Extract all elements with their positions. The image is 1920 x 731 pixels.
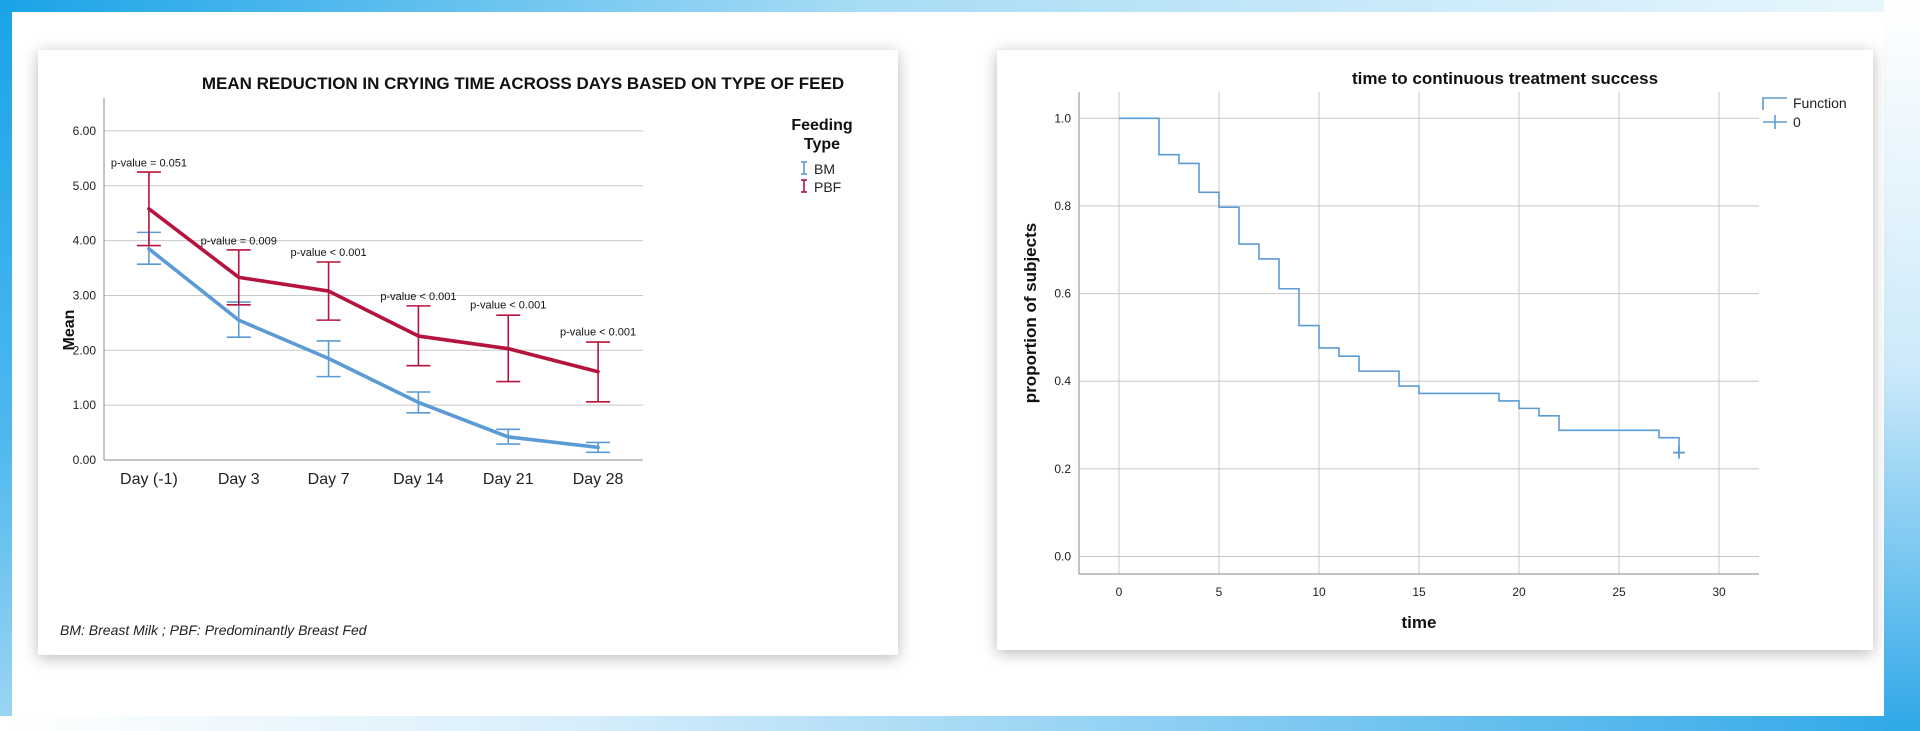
chart1-x-ticks: Day (-1) Day 3 Day 7 Day 14 Day 21 Day 28: [120, 471, 624, 488]
chart1-pvalue-annotation: p-value = 0.009: [201, 235, 277, 247]
chart1-footnote: BM: Breast Milk ; PBF: Predominantly Bre…: [60, 622, 368, 638]
chart1-series: [136, 171, 611, 454]
chart1-line-bm: [147, 247, 600, 450]
chart1-legend-title: Feeding Type: [791, 117, 852, 153]
chart1-y-tick-label: 2.00: [73, 343, 97, 357]
chart1-legend-label: PBF: [814, 179, 841, 195]
chart2-legend-title: Function: [1793, 95, 1847, 111]
chart2-title: time to continuous treatment success: [1352, 69, 1658, 88]
chart2-y-ticks: 0.0 0.2 0.4 0.6 0.8 1.0: [1054, 111, 1071, 563]
chart2-y-tick-label: 0.0: [1054, 549, 1071, 563]
chart2-xlabel: time: [1402, 613, 1437, 632]
chart2-x-tick-label: 15: [1412, 585, 1426, 599]
chart1-line-pbf: [147, 206, 600, 374]
chart1-series-bm: [136, 231, 611, 454]
chart2-legend: Function 0: [1762, 95, 1847, 130]
treatment-success-chart-panel: time to continuous treatment success pro…: [997, 50, 1873, 650]
chart1-x-tick-label: Day (-1): [120, 471, 178, 488]
chart2-survival-curve: [1119, 117, 1680, 453]
chart2-x-tick-label: 5: [1216, 585, 1223, 599]
crying-time-chart-panel: MEAN REDUCTION IN CRYING TIME ACROSS DAY…: [38, 50, 898, 655]
chart1-legend-item-pbf: PBF: [801, 179, 841, 195]
chart2-x-tick-label: 25: [1612, 585, 1626, 599]
chart1-pvalue-annotation: p-value < 0.001: [380, 291, 456, 303]
chart1-y-tick-label: 6.00: [73, 124, 97, 138]
chart1-legend-label: BM: [814, 161, 835, 177]
chart2-y-tick-label: 0.6: [1054, 287, 1071, 301]
chart1-legend-item-bm: BM: [801, 161, 835, 177]
chart2-gridlines: [1079, 92, 1759, 574]
chart1-series-pbf: [136, 171, 611, 403]
chart1-x-tick-label: Day 14: [393, 471, 444, 488]
chart1-x-tick-label: Day 21: [483, 471, 534, 488]
chart1-gridlines: [104, 130, 643, 461]
chart1-y-ticks: 0.00 1.00 2.00 3.00 4.00 5.00 6.00: [73, 124, 97, 467]
chart2-legend-function-swatch: [1762, 97, 1787, 110]
chart1-title: MEAN REDUCTION IN CRYING TIME ACROSS DAY…: [202, 74, 844, 93]
chart2-x-tick-label: 0: [1116, 585, 1123, 599]
chart2-y-tick-label: 1.0: [1054, 111, 1071, 125]
chart1-pvalue-annotation: p-value < 0.001: [470, 300, 546, 312]
chart1-y-tick-label: 3.00: [73, 288, 97, 302]
chart1-y-tick-label: 5.00: [73, 179, 97, 193]
chart1-annotations: p-value = 0.051 p-value = 0.009 p-value < …: [111, 158, 636, 339]
crying-time-chart: MEAN REDUCTION IN CRYING TIME ACROSS DAY…: [60, 74, 853, 638]
chart1-y-tick-label: 4.00: [73, 234, 97, 248]
chart2-x-tick-label: 20: [1512, 585, 1526, 599]
chart1-pvalue-annotation: p-value < 0.001: [560, 326, 636, 338]
chart2-x-tick-label: 10: [1312, 585, 1326, 599]
chart1-x-tick-label: Day 7: [308, 471, 350, 488]
chart1-x-tick-label: Day 28: [573, 471, 624, 488]
chart2-ylabel: proportion of subjects: [1021, 223, 1040, 403]
chart2-x-ticks: 0 5 10 15 20 25 30: [1116, 585, 1726, 599]
chart1-ylabel: Mean: [61, 310, 78, 351]
chart2-y-tick-label: 0.8: [1054, 199, 1071, 213]
chart2-legend-series-0: 0: [1793, 114, 1801, 130]
chart2-axes: [1078, 92, 1759, 575]
chart1-y-tick-label: 0.00: [73, 453, 97, 467]
chart1-pvalue-annotation: p-value = 0.051: [111, 158, 187, 170]
chart1-axes: [103, 98, 643, 461]
chart1-y-tick-label: 1.00: [73, 398, 97, 412]
treatment-success-chart: time to continuous treatment success pro…: [1021, 69, 1847, 632]
chart2-x-tick-label: 30: [1712, 585, 1726, 599]
chart2-y-tick-label: 0.4: [1054, 374, 1071, 388]
chart2-y-tick-label: 0.2: [1054, 462, 1071, 476]
chart1-legend: Feeding Type BM PBF: [791, 117, 852, 195]
chart2-series: [1119, 117, 1685, 459]
chart1-x-tick-label: Day 3: [218, 471, 260, 488]
chart1-pvalue-annotation: p-value < 0.001: [291, 247, 367, 259]
